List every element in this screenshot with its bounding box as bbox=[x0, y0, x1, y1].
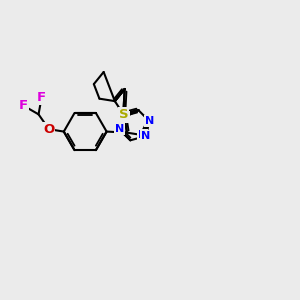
Text: N: N bbox=[141, 131, 150, 141]
Text: N: N bbox=[115, 124, 124, 134]
Text: F: F bbox=[37, 92, 46, 104]
Text: F: F bbox=[19, 99, 28, 112]
Text: O: O bbox=[43, 123, 55, 136]
Text: N: N bbox=[138, 130, 147, 140]
Text: N: N bbox=[120, 112, 129, 122]
Text: S: S bbox=[118, 108, 128, 121]
Text: N: N bbox=[145, 116, 154, 126]
